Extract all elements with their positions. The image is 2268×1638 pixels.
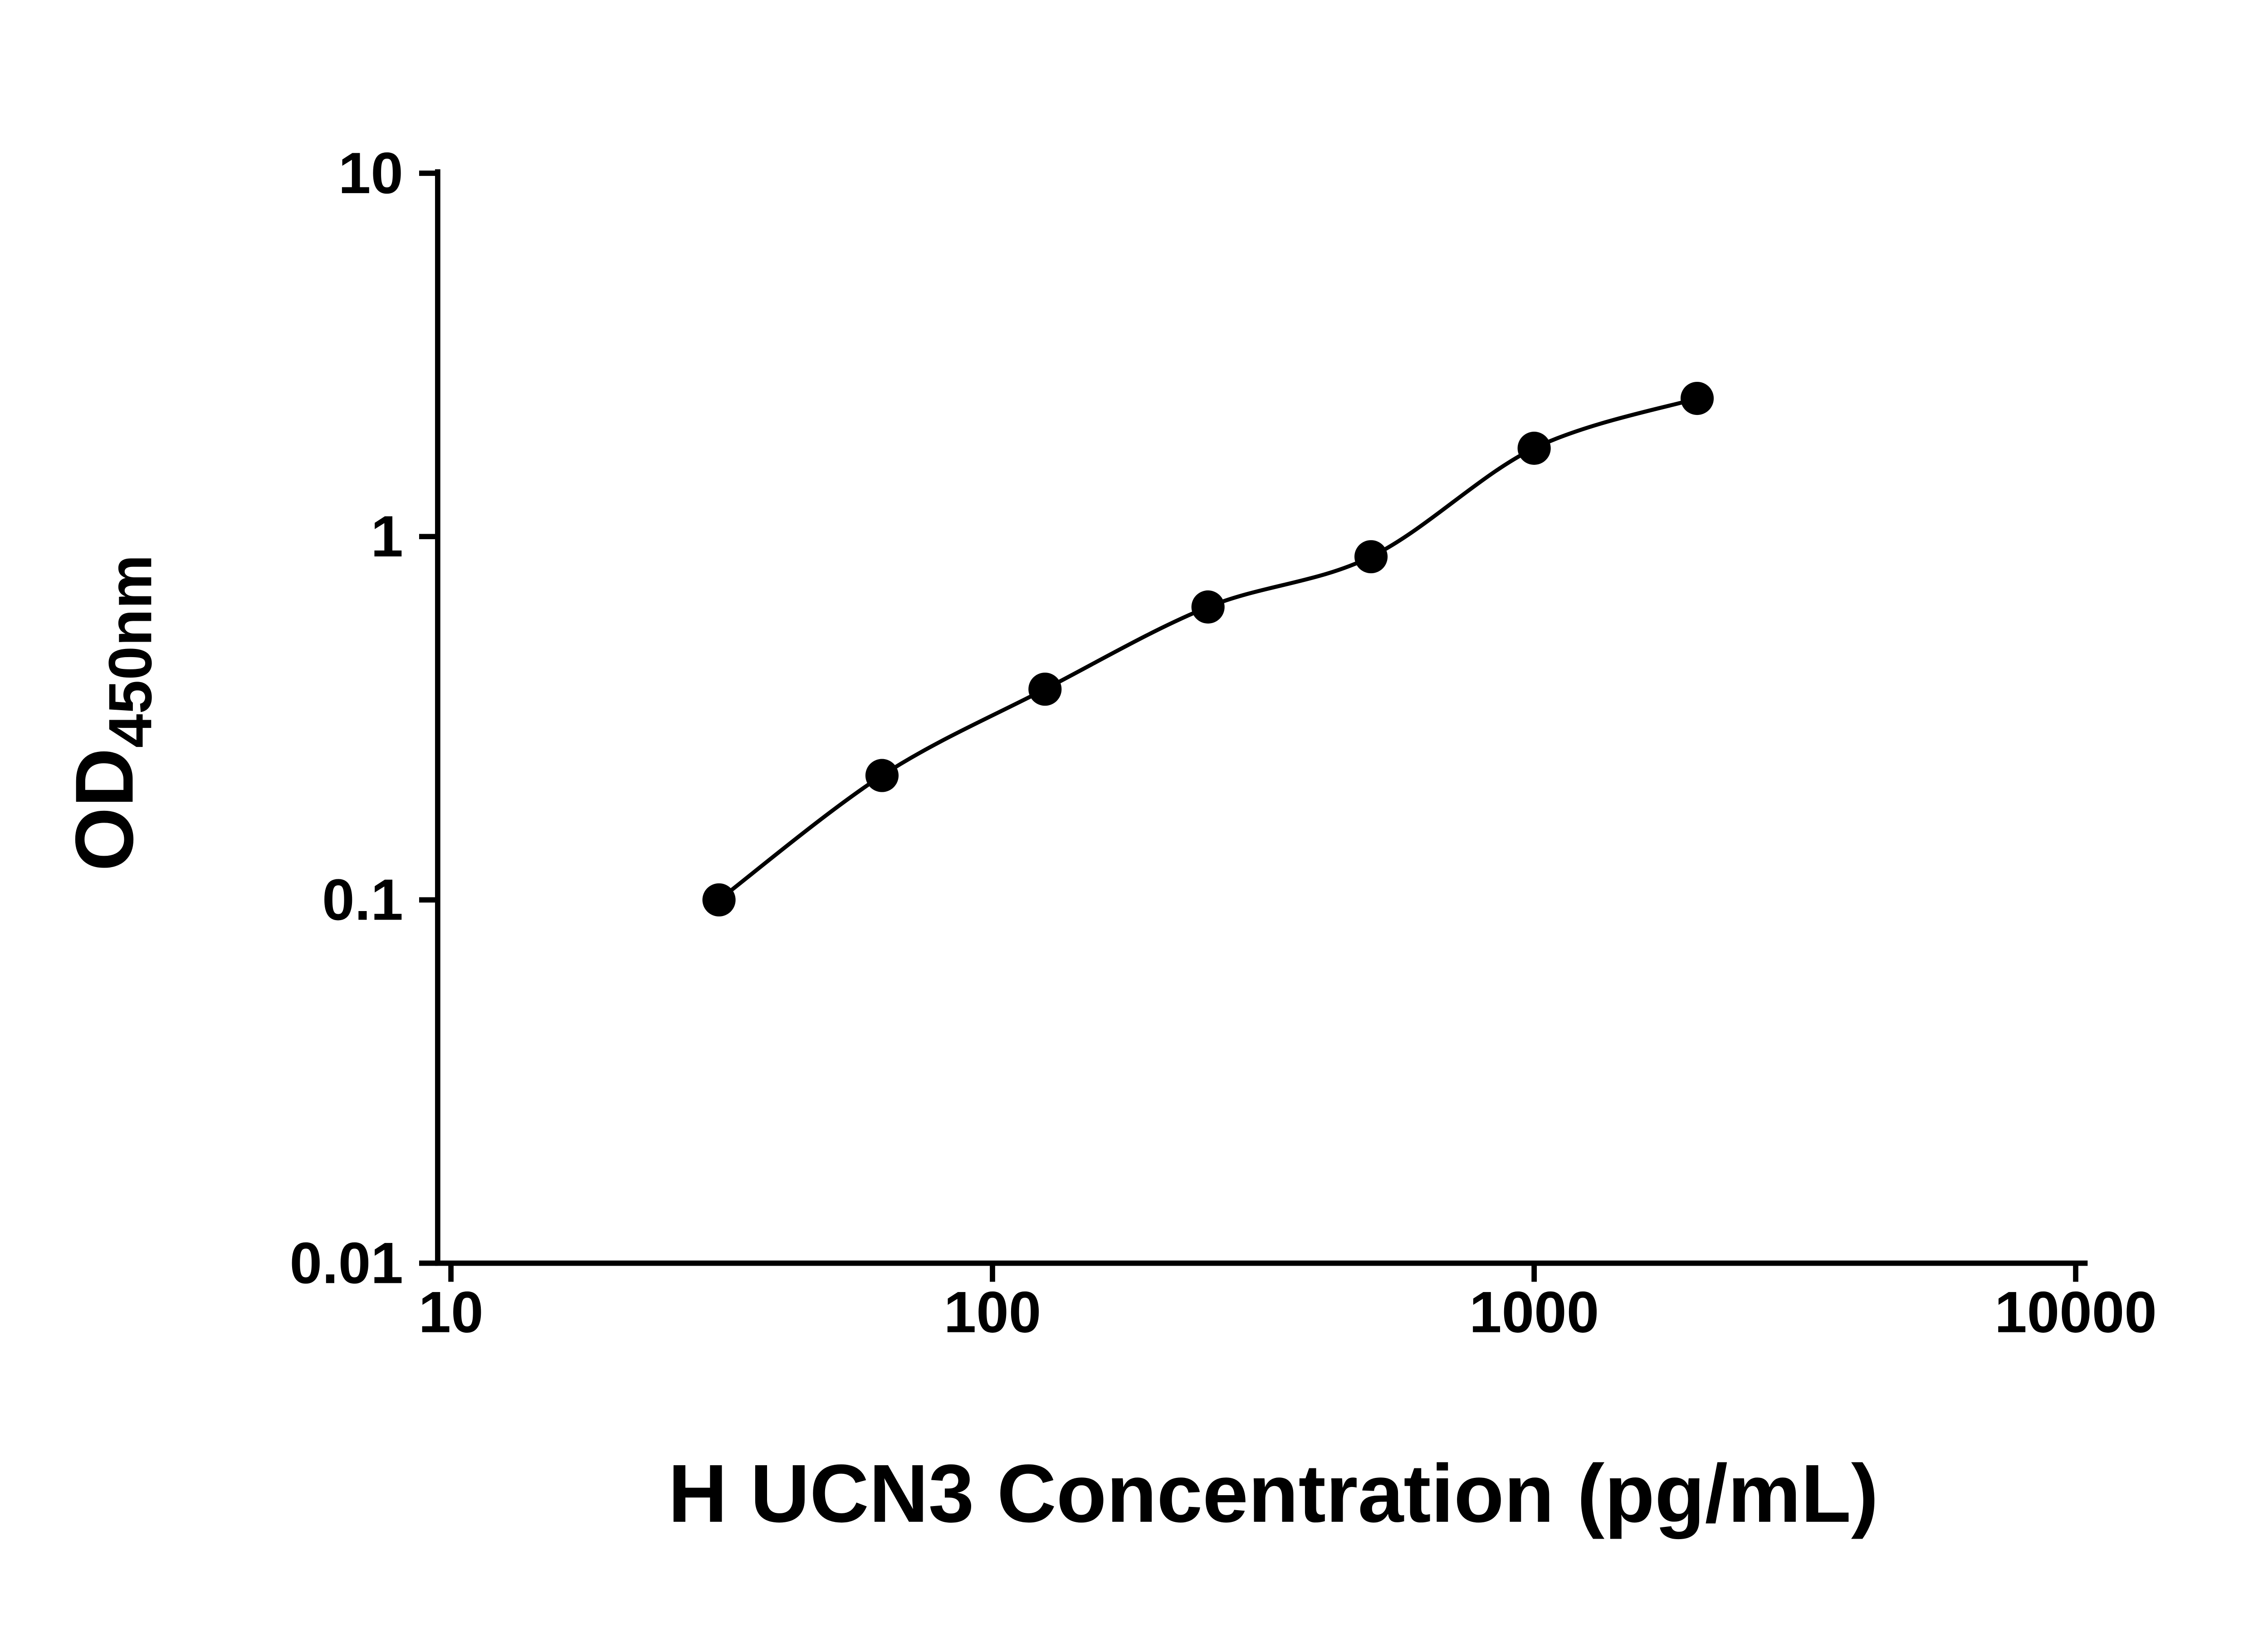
y-axis: 0.01 0.1 1 10 (290, 141, 438, 1296)
fit-curve (718, 396, 1698, 902)
data-point (1028, 673, 1062, 706)
data-point (1354, 540, 1388, 574)
y-axis-label-sub: 450nm (96, 555, 164, 748)
data-point (1517, 431, 1551, 465)
y-tick-label: 0.01 (290, 1231, 403, 1296)
data-point (702, 883, 736, 916)
y-tick-label: 1 (371, 504, 403, 569)
plot-area: 10 100 1000 10000 0.01 0.1 1 10 (290, 141, 2157, 1345)
data-point (865, 759, 899, 792)
axes (435, 169, 2088, 1266)
x-tick-label: 10 (419, 1280, 484, 1345)
x-axis: 10 100 1000 10000 (419, 1263, 2157, 1345)
y-tick-label: 10 (338, 141, 403, 206)
data-series (702, 381, 1714, 916)
axis-lines (435, 169, 2088, 1266)
y-tick-label: 0.1 (322, 868, 403, 932)
y-axis-label-main: OD (59, 748, 150, 871)
x-tick-label: 100 (944, 1280, 1041, 1345)
x-tick-label: 1000 (1469, 1280, 1599, 1345)
y-axis-label: OD450nm (59, 555, 164, 871)
data-point (1191, 590, 1225, 624)
x-axis-label: H UCN3 Concentration (pg/mL) (668, 1448, 1879, 1540)
x-tick-label: 10000 (1994, 1280, 2157, 1345)
data-point (1680, 381, 1714, 415)
